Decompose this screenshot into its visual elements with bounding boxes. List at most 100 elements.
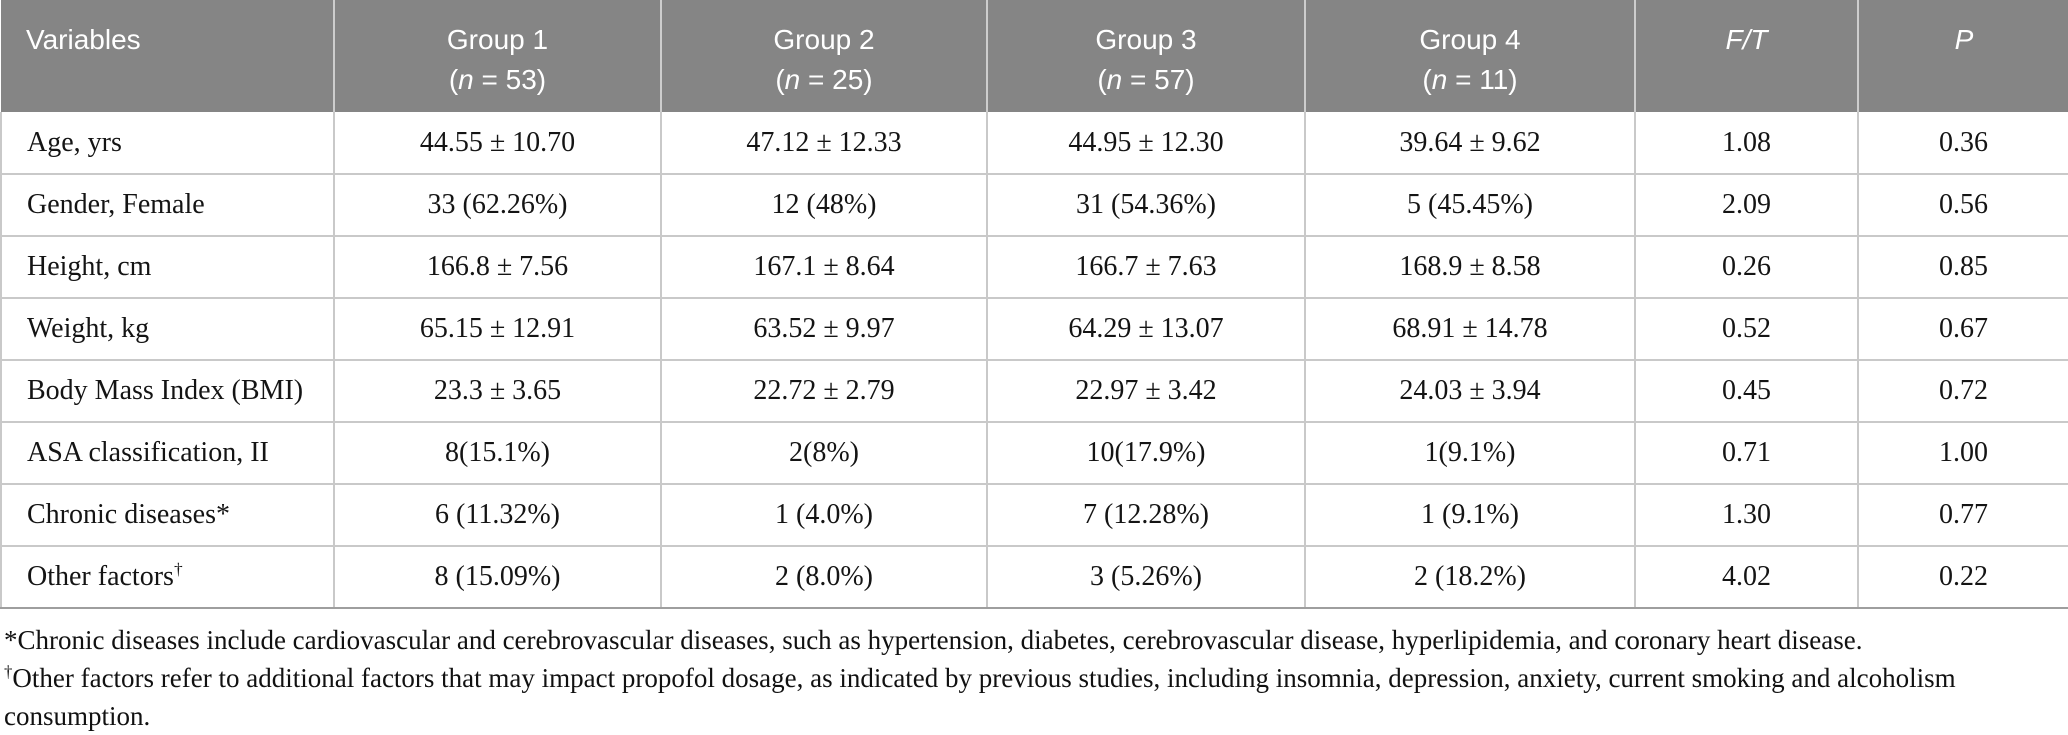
- n-symbol: n: [1431, 64, 1448, 95]
- table-body: Age, yrs 44.55 ± 10.70 47.12 ± 12.33 44.95 …: [0, 112, 2068, 609]
- variable-label: Age, yrs: [0, 112, 335, 175]
- data-cell-group-3: 22.97 ± 3.42: [987, 360, 1306, 423]
- column-title: Group 1: [446, 24, 549, 55]
- data-cell-p: 0.56: [1858, 174, 2068, 237]
- variable-label-text: Gender, Female: [27, 189, 205, 220]
- data-cell-group-3: 7 (12.28%): [987, 484, 1306, 547]
- data-cell-group-4: 24.03 ± 3.94: [1305, 360, 1636, 423]
- column-header-group-4: Group 4 (n = 11): [1305, 0, 1636, 112]
- footnote-marker-dagger: †: [173, 559, 183, 579]
- table-row: Gender, Female 33 (62.26%) 12 (48%) 31 (54.…: [0, 174, 2068, 237]
- variable-label: Chronic diseases*: [0, 484, 335, 547]
- data-cell-p: 0.85: [1858, 236, 2068, 299]
- table-row: ASA classification, II 8(15.1%) 2(8%) 10(17…: [0, 422, 2068, 485]
- column-sample-size: (n = 57): [989, 60, 1303, 100]
- column-header-group-3: Group 3 (n = 57): [987, 0, 1306, 112]
- column-sample-size: (n = 25): [663, 60, 985, 100]
- data-cell-group-2: 1 (4.0%): [661, 484, 988, 547]
- column-title: P: [1954, 24, 1974, 55]
- data-cell-p: 0.67: [1858, 298, 2068, 361]
- footnote-marker: †: [4, 662, 13, 681]
- n-symbol: n: [784, 64, 801, 95]
- data-cell-f-t: 1.08: [1635, 112, 1859, 175]
- data-cell-p: 0.36: [1858, 112, 2068, 175]
- data-cell-group-1: 23.3 ± 3.65: [334, 360, 662, 423]
- data-cell-f-t: 0.26: [1635, 236, 1859, 299]
- column-header-f-t: F/T: [1635, 0, 1859, 112]
- data-cell-group-4: 1 (9.1%): [1305, 484, 1636, 547]
- column-title: Variables: [26, 24, 141, 55]
- data-cell-f-t: 0.45: [1635, 360, 1859, 423]
- data-cell-p: 0.22: [1858, 546, 2068, 609]
- n-text: = 53): [473, 64, 547, 95]
- variable-label: Body Mass Index (BMI): [0, 360, 335, 423]
- column-sample-size: (n = 11): [1307, 60, 1633, 100]
- data-cell-group-4: 2 (18.2%): [1305, 546, 1636, 609]
- data-cell-group-1: 65.15 ± 12.91: [334, 298, 662, 361]
- table-row: Height, cm 166.8 ± 7.56 167.1 ± 8.64 166.7 …: [0, 236, 2068, 299]
- demographics-table: Variables Group 1 (n = 53) Group 2 (n = 25) G…: [0, 0, 2068, 609]
- n-text: = 11): [1447, 64, 1518, 95]
- table-row: Chronic diseases* 6 (11.32%) 1 (4.0%) 7 (12…: [0, 484, 2068, 547]
- data-cell-f-t: 0.52: [1635, 298, 1859, 361]
- variable-label-text: Other factors: [27, 561, 174, 592]
- footnote-text: Other factors refer to additional factor…: [4, 663, 1956, 731]
- variable-label-text: Body Mass Index (BMI): [27, 375, 304, 406]
- table-header-row: Variables Group 1 (n = 53) Group 2 (n = 25) G…: [1, 0, 2068, 112]
- data-cell-group-2: 2 (8.0%): [661, 546, 988, 609]
- column-title: F/T: [1725, 24, 1768, 55]
- variable-label-text: Age, yrs: [27, 126, 122, 158]
- data-cell-group-1: 33 (62.26%): [334, 174, 662, 237]
- footnote-marker: *: [4, 625, 18, 655]
- data-cell-group-1: 8(15.1%): [334, 422, 662, 485]
- data-cell-group-2: 63.52 ± 9.97: [661, 298, 988, 361]
- data-cell-group-4: 5 (45.45%): [1305, 174, 1636, 237]
- footnote: *Chronic diseases include cardiovascular…: [4, 621, 2058, 659]
- variable-label: Weight, kg: [0, 298, 335, 361]
- variable-label-text: Weight, kg: [27, 313, 150, 344]
- data-cell-f-t: 0.71: [1635, 422, 1859, 485]
- column-title: Group 2: [773, 24, 875, 55]
- column-sample-size: (n = 53): [336, 60, 659, 100]
- table-row: Other factors† 8 (15.09%) 2 (8.0%) 3 (5.26%…: [0, 546, 2068, 609]
- data-cell-group-3: 64.29 ± 13.07: [987, 298, 1306, 361]
- n-symbol: n: [458, 64, 474, 95]
- n-text: (: [775, 64, 785, 95]
- variable-label: Other factors†: [0, 546, 335, 609]
- table-row: Body Mass Index (BMI) 23.3 ± 3.65 22.72 ± …: [0, 360, 2068, 423]
- n-text: (: [448, 64, 459, 95]
- data-cell-f-t: 1.30: [1635, 484, 1859, 547]
- footnote: †Other factors refer to additional facto…: [4, 659, 2058, 735]
- data-cell-group-3: 3 (5.26%): [987, 546, 1306, 609]
- data-cell-group-3: 31 (54.36%): [987, 174, 1306, 237]
- data-cell-group-2: 167.1 ± 8.64: [661, 236, 988, 299]
- data-cell-f-t: 4.02: [1635, 546, 1859, 609]
- column-header-variables: Variables: [1, 0, 335, 112]
- variable-label: Gender, Female: [0, 174, 335, 237]
- data-cell-p: 0.72: [1858, 360, 2068, 423]
- data-cell-group-2: 47.12 ± 12.33: [661, 112, 988, 175]
- column-title: Group 3: [1095, 24, 1197, 55]
- table-header: Variables Group 1 (n = 53) Group 2 (n = 25) G…: [1, 0, 2068, 112]
- data-cell-group-4: 168.9 ± 8.58: [1305, 236, 1636, 299]
- n-text: (: [1097, 64, 1107, 95]
- data-cell-group-2: 12 (48%): [661, 174, 988, 237]
- n-text: = 57): [1122, 64, 1195, 95]
- column-title: Group 4: [1419, 24, 1521, 55]
- footnote-text: Chronic diseases include cardiovascular …: [17, 625, 1863, 655]
- n-text: = 25): [800, 64, 873, 95]
- data-cell-group-2: 22.72 ± 2.79: [661, 360, 988, 423]
- variable-label: ASA classification, II: [0, 422, 335, 485]
- data-cell-group-1: 166.8 ± 7.56: [334, 236, 662, 299]
- variable-label-text: Chronic diseases*: [27, 499, 230, 530]
- data-cell-group-1: 44.55 ± 10.70: [334, 112, 662, 175]
- variable-label-text: Height, cm: [27, 251, 152, 282]
- table-row: Age, yrs 44.55 ± 10.70 47.12 ± 12.33 44.95 …: [0, 112, 2068, 175]
- variable-label-text: ASA classification, II: [27, 437, 269, 468]
- data-cell-p: 0.77: [1858, 484, 2068, 547]
- table-footnotes: *Chronic diseases include cardiovascular…: [0, 609, 2068, 735]
- data-cell-group-3: 44.95 ± 12.30: [987, 112, 1306, 175]
- data-cell-group-1: 8 (15.09%): [334, 546, 662, 609]
- column-header-group-2: Group 2 (n = 25): [661, 0, 988, 112]
